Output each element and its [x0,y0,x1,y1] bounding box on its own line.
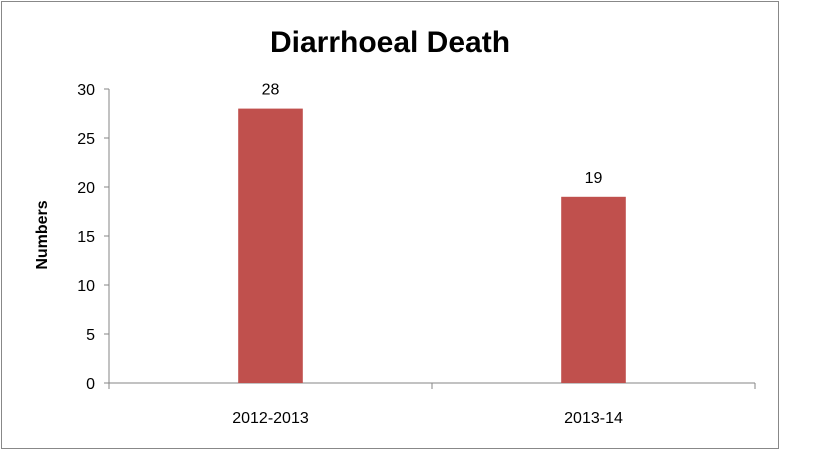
y-tick-label: 5 [86,327,95,344]
y-axis-label: Numbers [34,200,51,269]
x-tick-label: 2013-14 [564,410,623,427]
x-tick-label: 2012-2013 [232,410,309,427]
bar [561,196,626,383]
data-label: 28 [262,82,280,99]
chart-frame [1,1,779,449]
y-tick-label: 10 [77,278,95,295]
y-tick-label: 30 [77,82,95,99]
y-tick-label: 20 [77,180,95,197]
data-label: 19 [585,170,603,187]
y-tick-label: 0 [86,376,95,393]
y-tick-label: 25 [77,131,95,148]
bar [238,108,303,383]
chart-title: Diarrhoeal Death [270,26,510,59]
plot-area: 0 5 10 15 20 25 30 28 2012-2013 19 2013-14 [77,82,756,427]
y-tick-label: 15 [77,229,95,246]
